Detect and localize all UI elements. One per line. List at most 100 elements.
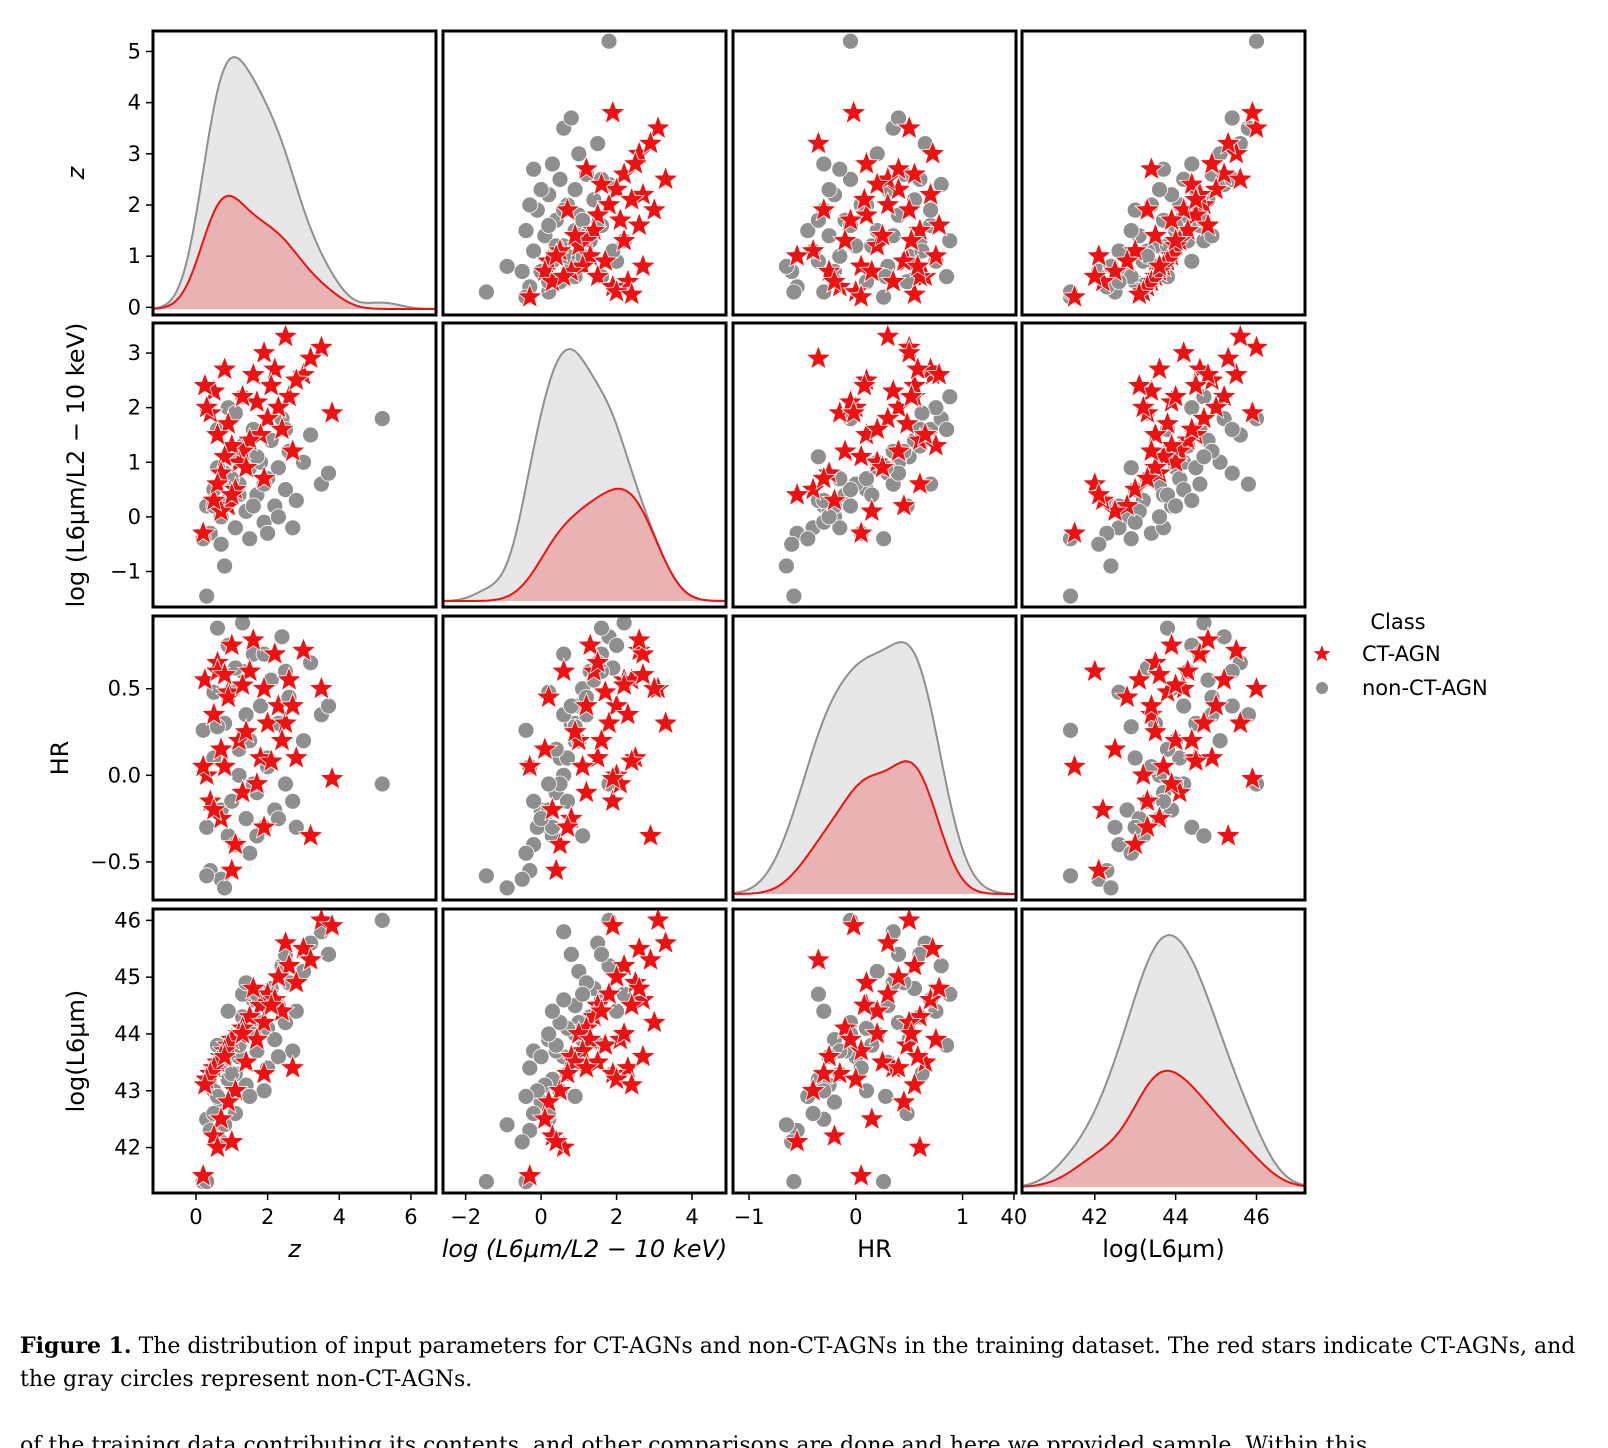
point-ct <box>1113 683 1141 709</box>
point-non-ct <box>1122 530 1140 548</box>
point-ct <box>1194 626 1222 652</box>
point-ct <box>1186 639 1214 666</box>
panel-log_ratio-vs-z <box>189 323 391 605</box>
point-ct <box>221 830 249 857</box>
point-ct <box>318 764 346 791</box>
point-ct <box>614 267 642 294</box>
point-ct <box>869 1048 896 1074</box>
point-non-ct <box>540 1025 558 1043</box>
panel-log_ratio-vs-HR <box>778 323 959 605</box>
point-ct <box>595 709 623 735</box>
y-tick-label: 44 <box>114 1022 141 1046</box>
point-ct <box>1142 420 1169 447</box>
point-ct <box>1190 709 1218 735</box>
point-ct <box>268 415 296 441</box>
point-non-ct <box>562 946 580 963</box>
point-ct <box>919 139 947 166</box>
point-ct <box>531 1105 559 1131</box>
point-non-ct <box>1062 867 1079 885</box>
point-ct <box>1125 371 1153 398</box>
point-ct <box>191 371 219 398</box>
x-tick-label: −1 <box>734 1205 765 1229</box>
point-ct <box>297 344 325 370</box>
point-ct <box>561 221 589 248</box>
point-ct <box>257 371 285 398</box>
point-ct <box>1133 195 1161 222</box>
x-tick-label: 0 <box>189 1205 202 1229</box>
point-non-ct <box>566 181 584 199</box>
point-ct <box>232 453 260 480</box>
y-tick-label: 1 <box>128 450 141 474</box>
point-ct <box>279 437 307 463</box>
point-non-ct <box>302 654 320 672</box>
point-non-ct <box>1183 818 1201 836</box>
point-ct <box>1182 371 1210 398</box>
point-ct <box>840 911 868 938</box>
y-tick-label: 0.0 <box>108 763 141 787</box>
point-ct <box>629 639 657 666</box>
point-ct <box>200 486 228 512</box>
caption-text: The distribution of input parameters for… <box>20 1334 1576 1392</box>
point-ct <box>618 185 646 212</box>
point-ct <box>805 945 832 972</box>
point-non-ct <box>922 201 939 219</box>
point-ct <box>1162 382 1190 409</box>
point-non-ct <box>783 535 801 553</box>
point-non-ct <box>877 1088 895 1105</box>
point-non-ct <box>295 732 312 750</box>
point-ct <box>874 404 902 431</box>
panel-frame <box>731 614 1018 902</box>
point-ct <box>279 1053 307 1080</box>
point-non-ct <box>1102 879 1120 897</box>
point-ct <box>850 991 878 1018</box>
point-ct <box>1061 519 1088 545</box>
point-ct <box>1158 206 1185 232</box>
point-ct <box>572 1053 600 1080</box>
point-ct <box>1133 813 1161 839</box>
point-non-ct <box>785 283 803 301</box>
point-ct <box>591 247 619 273</box>
x-tick-label: 42 <box>1081 1205 1108 1229</box>
point-ct <box>904 355 932 381</box>
legend-title: Class <box>1370 610 1425 634</box>
point-ct <box>1226 165 1254 191</box>
point-ct <box>1210 665 1238 692</box>
point-non-ct <box>1159 619 1176 637</box>
point-ct <box>189 1161 217 1188</box>
point-non-ct <box>820 181 838 199</box>
point-ct <box>1226 323 1254 349</box>
body-text-fragment: of the training data contributing its co… <box>20 1433 1368 1448</box>
point-ct <box>644 114 672 140</box>
point-ct <box>885 1053 912 1080</box>
point-ct <box>599 911 627 938</box>
point-non-ct <box>826 1093 843 1111</box>
point-ct <box>622 149 649 176</box>
point-ct <box>901 951 928 978</box>
point-ct <box>1101 257 1129 283</box>
point-non-ct <box>532 810 550 827</box>
point-ct <box>1182 747 1210 773</box>
x-axis-label-log_ratio: log (L6μm/L2 − 10 keV) <box>442 1235 728 1263</box>
point-non-ct <box>820 508 838 526</box>
point-ct <box>569 252 597 278</box>
point-ct <box>831 226 859 253</box>
kde-fill-non-ct <box>1022 935 1305 1187</box>
point-ct <box>863 415 891 441</box>
x-tick-label: 44 <box>1162 1205 1189 1229</box>
point-ct <box>603 277 630 304</box>
point-ct <box>922 242 950 268</box>
point-non-ct <box>778 1116 795 1134</box>
point-ct <box>565 1019 593 1046</box>
point-ct <box>637 821 664 848</box>
x-tick-label: −2 <box>450 1205 481 1229</box>
panel-HR-vs-HR <box>733 641 1016 895</box>
point-ct <box>1170 338 1198 365</box>
point-non-ct <box>785 587 803 605</box>
panel-frame <box>151 614 438 902</box>
kde-line-non-ct <box>1022 934 1305 1187</box>
point-non-ct <box>1167 497 1184 515</box>
point-non-ct <box>223 1065 241 1083</box>
point-non-ct <box>517 721 535 739</box>
point-ct <box>925 974 953 1000</box>
